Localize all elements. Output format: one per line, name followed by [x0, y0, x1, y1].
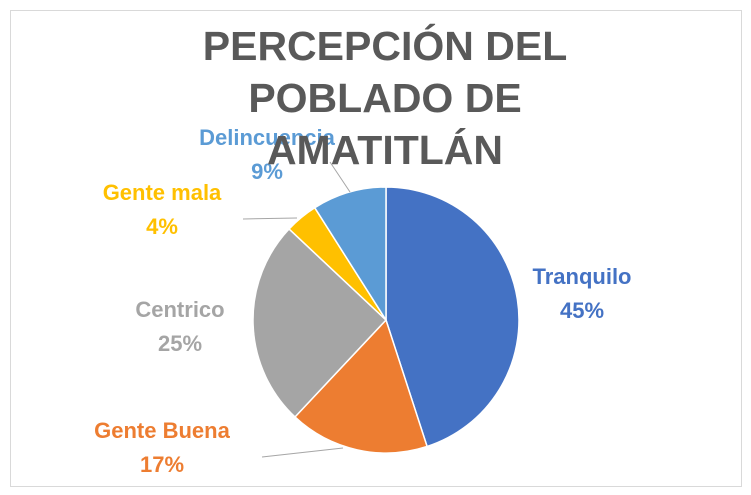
leader-line: [261, 447, 344, 458]
data-label-name: Gente Buena: [94, 418, 230, 443]
data-label-value: 4%: [146, 214, 178, 239]
data-label-name: Centrico: [135, 297, 224, 322]
pie-slice: [252, 227, 388, 419]
pie-slice: [293, 318, 429, 454]
pie-slice: [313, 186, 387, 323]
data-label-name: Delincuencia: [199, 125, 335, 150]
data-label-value: 9%: [251, 159, 283, 184]
data-label-value: 17%: [140, 452, 184, 477]
data-label-name: Gente mala: [103, 180, 222, 205]
chart-title: PERCEPCIÓN DEL POBLADO DE AMATITLÁN: [202, 23, 568, 173]
data-label-value: 45%: [560, 298, 604, 323]
leader-line: [242, 217, 298, 220]
data-label-name: Tranquilo: [533, 264, 632, 289]
data-label-value: 25%: [158, 331, 202, 356]
pie-slice: [385, 186, 520, 448]
leader-line: [329, 161, 351, 193]
